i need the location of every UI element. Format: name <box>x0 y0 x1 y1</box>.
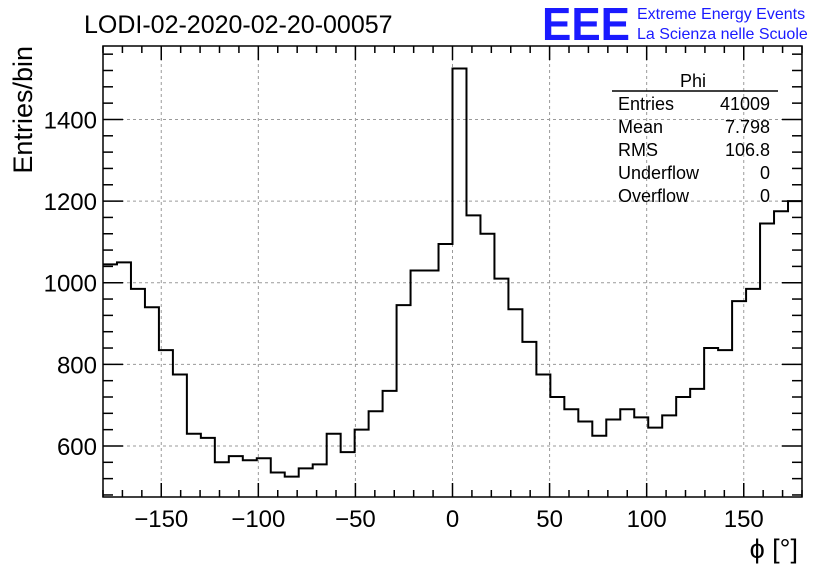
histogram-bin <box>327 434 341 497</box>
x-tick-label: 50 <box>536 506 563 533</box>
stats-label-underflow: Underflow <box>618 163 700 183</box>
histogram-bin <box>690 389 704 497</box>
x-tick-label: 100 <box>627 506 667 533</box>
histogram-bin <box>718 350 732 497</box>
histogram-bin <box>620 409 634 497</box>
histogram-bin <box>564 409 578 497</box>
logo-line-1: Extreme Energy Events <box>637 6 805 23</box>
histogram-bin <box>662 415 676 497</box>
logo-line-2: La Scienza nelle Scuole <box>637 26 808 43</box>
stats-value-underflow: 0 <box>760 163 770 183</box>
y-tick-label: 1200 <box>44 189 97 216</box>
stats-label-mean: Mean <box>618 117 663 137</box>
histogram-bin <box>173 375 187 497</box>
x-tick-label: −100 <box>231 506 285 533</box>
y-axis-title: Entries/bin <box>8 46 38 174</box>
y-tick-label: 1000 <box>44 271 97 298</box>
stats-title: Phi <box>680 71 706 91</box>
histogram-bin <box>439 244 453 497</box>
stats-value-overflow: 0 <box>760 186 770 206</box>
y-tick-label: 600 <box>57 434 97 461</box>
histogram-bin <box>187 434 201 497</box>
histogram-bin <box>508 309 522 497</box>
histogram-bin <box>117 262 131 497</box>
histogram-bin <box>397 305 411 497</box>
histogram-bin <box>453 68 467 497</box>
histogram-bin <box>243 460 257 497</box>
stats-value-entries: 41009 <box>720 94 770 114</box>
histogram-bin <box>550 397 564 497</box>
x-tick-label: 0 <box>446 506 459 533</box>
stats-label-entries: Entries <box>618 94 674 114</box>
axis-ticks <box>102 46 803 497</box>
histogram-bin <box>648 428 662 497</box>
histogram-step-line <box>103 67 802 478</box>
histogram-bin <box>131 289 145 497</box>
stats-box: Phi Entries 41009 Mean 7.798 RMS 106.8 U… <box>612 71 778 206</box>
stats-label-rms: RMS <box>618 140 658 160</box>
histogram-bin <box>313 464 327 497</box>
histogram-bin <box>480 234 494 497</box>
y-tick-label: 800 <box>57 352 97 379</box>
histogram-bin <box>383 391 397 497</box>
x-tick-labels: −150 −100 −50 0 50 100 150 <box>134 506 764 533</box>
histogram-bin <box>774 211 788 497</box>
x-tick-label: −150 <box>134 506 188 533</box>
stats-value-rms: 106.8 <box>725 140 770 160</box>
histogram-series <box>103 67 802 497</box>
histogram-bin <box>704 348 718 497</box>
histogram-bin <box>760 224 774 497</box>
eee-logo: EEE Extreme Energy Events La Scienza nel… <box>542 0 808 50</box>
y-tick-label: 1400 <box>44 107 97 134</box>
histogram-bin <box>522 342 536 497</box>
x-tick-label: 150 <box>724 506 764 533</box>
histogram-bin <box>201 438 215 497</box>
chart-title: LODI-02-2020-02-20-00057 <box>84 11 393 39</box>
histogram-bin <box>425 270 439 497</box>
stats-label-overflow: Overflow <box>618 186 690 206</box>
histogram-bin <box>355 430 369 497</box>
histogram-bin <box>578 421 592 497</box>
histogram-bin <box>494 279 508 497</box>
histogram-bin <box>536 375 550 497</box>
histogram-bin <box>215 462 229 497</box>
histogram-bin <box>229 456 243 497</box>
histogram-bin <box>606 419 620 497</box>
y-tick-labels: 600 800 1000 1200 1400 <box>44 107 97 461</box>
histogram-bin <box>676 397 690 497</box>
histogram-bin <box>299 468 313 497</box>
histogram-bin <box>369 411 383 497</box>
histogram-bin <box>159 350 173 497</box>
x-tick-label: −50 <box>335 506 376 533</box>
eee-logo-mark: EEE <box>542 0 630 50</box>
histogram-bin <box>341 452 355 497</box>
histogram-bin <box>145 307 159 497</box>
histogram-bin <box>732 301 746 497</box>
histogram-bin <box>746 289 760 497</box>
histogram-bin <box>788 201 802 497</box>
x-axis-title: ϕ [°] <box>750 534 798 564</box>
histogram-bin <box>411 270 425 497</box>
stats-value-mean: 7.798 <box>725 117 770 137</box>
histogram-bin <box>592 436 606 497</box>
histogram-bin <box>466 215 480 497</box>
